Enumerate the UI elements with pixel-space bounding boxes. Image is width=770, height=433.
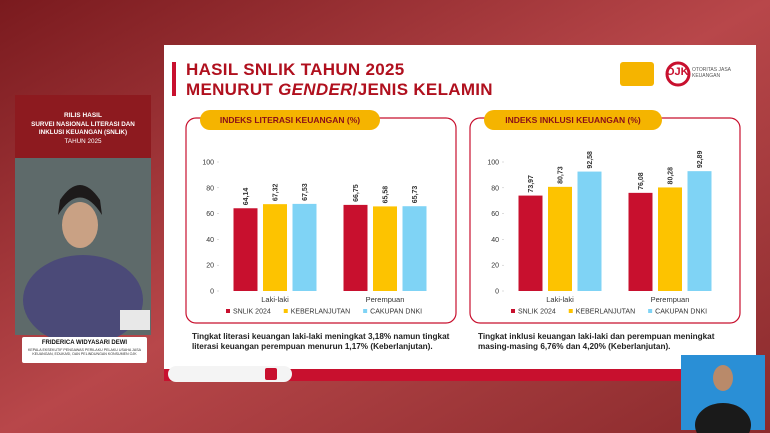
player-controls[interactable]	[168, 366, 292, 382]
y-tick-label: 80	[491, 185, 499, 192]
value-label: 64,14	[243, 188, 250, 206]
record-button[interactable]	[265, 368, 277, 380]
logo-caption: OTORITAS JASA KEUANGAN	[692, 67, 731, 79]
slide-footer	[164, 369, 756, 381]
legend-label: SNLIK 2024	[233, 309, 271, 316]
chart-title: INDEKS LITERASI KEUANGAN (%)	[220, 115, 360, 125]
speaker-name: FRIDERICA WIDYASARI DEWI	[41, 340, 128, 346]
y-tick-label: 0	[495, 289, 499, 296]
title-part: GENDER	[278, 80, 353, 99]
value-label: 92,58	[587, 151, 594, 169]
x-tick-label: Laki-laki	[546, 295, 574, 304]
slide	[164, 45, 756, 381]
value-label: 65,73	[412, 186, 419, 204]
speaker-face	[62, 202, 98, 248]
value-label: 67,32	[273, 184, 280, 202]
y-tick-label: 100	[487, 160, 499, 167]
bar	[373, 206, 397, 291]
interpreter-body	[695, 403, 751, 433]
title-line: HASIL SNLIK TAHUN 2025	[186, 60, 405, 79]
y-tick-label: 60	[206, 211, 214, 218]
x-tick-label: Laki-laki	[261, 295, 289, 304]
speaker-body	[23, 255, 143, 345]
legend-swatch	[283, 309, 288, 313]
x-tick-label: Perempuan	[366, 295, 405, 304]
chart-title: INDEKS INKLUSI KEUANGAN (%)	[505, 115, 641, 125]
name-card	[22, 337, 147, 363]
bar	[687, 171, 712, 291]
value-label: 80,73	[558, 166, 565, 184]
laptop	[120, 310, 150, 330]
logo-text: OJK	[666, 66, 689, 78]
y-tick-label: 100	[202, 160, 214, 167]
event-line: TAHUN 2025	[64, 138, 102, 145]
speaker-role: KEPALA EKSEKUTIF PENGAWAS PERILAKU PELAK…	[27, 348, 142, 357]
chart-title-pill	[484, 110, 662, 130]
title-part: /JENIS KELAMIN	[352, 80, 493, 99]
bar	[518, 195, 543, 291]
bar	[548, 186, 572, 291]
bar	[233, 208, 258, 291]
bar	[292, 203, 317, 291]
y-tick-label: 60	[491, 211, 499, 218]
title-line: MENURUT GENDER/JENIS KELAMIN	[186, 80, 493, 100]
chart-note: Tingkat inklusi keuangan laki-laki dan p…	[478, 332, 715, 351]
logo-mark	[620, 62, 654, 86]
bar	[658, 187, 682, 291]
value-label: 67,53	[302, 183, 309, 201]
bar	[577, 171, 602, 291]
bar	[628, 192, 653, 291]
value-label: 80,28	[668, 167, 675, 185]
bar	[263, 204, 287, 291]
value-label: 92,89	[697, 151, 704, 169]
legend-swatch	[568, 309, 573, 313]
bar	[402, 206, 427, 291]
legend-swatch	[648, 309, 653, 313]
y-tick-label: 20	[206, 263, 214, 270]
slide-title: HASIL SNLIK TAHUN 2025 MENURUT GENDER/JE…	[186, 60, 493, 100]
value-label: 65,58	[383, 186, 390, 204]
interpreter-face	[713, 365, 733, 391]
value-label: 73,97	[528, 175, 535, 193]
value-label: 66,75	[353, 184, 360, 202]
legend-label: KEBERLANJUTAN	[291, 309, 350, 316]
legend-swatch	[363, 309, 368, 313]
x-tick-label: Perempuan	[651, 295, 690, 304]
event-line: SURVEI NASIONAL LITERASI DAN INKLUSI KEU…	[31, 121, 135, 136]
y-tick-label: 0	[210, 289, 214, 296]
y-tick-label: 40	[491, 237, 499, 244]
value-label: 76,08	[638, 172, 645, 190]
bar	[343, 204, 368, 291]
y-tick-label: 40	[206, 237, 214, 244]
legend-label: CAKUPAN DNKI	[370, 309, 422, 316]
legend-label: KEBERLANJUTAN	[576, 309, 635, 316]
title-accent	[172, 62, 176, 96]
legend-swatch	[226, 309, 230, 313]
chart-note: Tingkat literasi keuangan laki-laki meni…	[192, 332, 450, 351]
title-part: MENURUT	[186, 80, 279, 99]
ojk-logo	[665, 61, 691, 87]
legend-label: SNLIK 2024	[518, 309, 556, 316]
y-tick-label: 20	[491, 263, 499, 270]
event-banner	[15, 95, 151, 158]
speaker-hair	[58, 185, 102, 215]
event-line: RILIS HASIL	[64, 112, 102, 119]
chart-title-pill	[200, 110, 380, 130]
legend-label: CAKUPAN DNKI	[655, 309, 707, 316]
legend-swatch	[511, 309, 515, 313]
y-tick-label: 80	[206, 185, 214, 192]
